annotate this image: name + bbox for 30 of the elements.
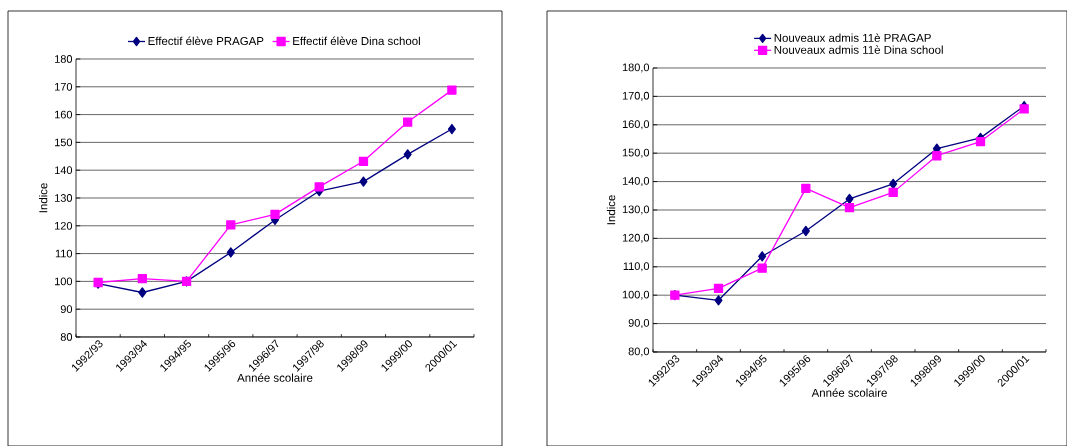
y-tick-label: 110,0 — [623, 262, 650, 272]
y-tick-label: 80,0 — [628, 347, 650, 357]
legend-label: Effectif élève Dina school — [293, 36, 420, 46]
y-tick-label: 100 — [55, 277, 73, 286]
y-tick-label: 150,0 — [622, 148, 650, 158]
y-tick-label: 160,0 — [622, 120, 650, 130]
y-tick-label: 130,0 — [622, 205, 650, 215]
y-tick-label: 160 — [55, 110, 73, 119]
y-tick-label: 140,0 — [622, 177, 650, 187]
legend-label: Nouveaux admis 11è Dina school — [774, 45, 943, 54]
y-tick-label: 110 — [55, 249, 73, 258]
y-tick-label: 90 — [60, 305, 73, 314]
y-tick-label: 100,0 — [622, 290, 650, 300]
x-axis-title: Année scolaire — [811, 388, 887, 397]
y-axis-title: Indice — [606, 195, 616, 225]
y-tick-label: 140 — [55, 166, 73, 175]
y-axis-title: Indice — [38, 183, 48, 213]
y-tick-label: 170 — [55, 82, 73, 91]
legend-label: Effectif élève PRAGAP — [148, 36, 264, 46]
y-tick-label: 80 — [60, 333, 73, 341]
y-tick-label: 130 — [55, 194, 73, 202]
x-axis-title: Année scolaire — [237, 373, 313, 382]
y-tick-label: 120 — [55, 221, 73, 230]
y-tick-label: 180 — [55, 55, 73, 63]
y-tick-label: 120,0 — [622, 233, 650, 243]
y-tick-label: 180,0 — [622, 63, 650, 73]
y-tick-label: 150 — [55, 138, 73, 147]
y-tick-label: 170,0 — [622, 91, 650, 101]
legend-label: Nouveaux admis 11è PRAGAP — [774, 33, 931, 42]
y-tick-label: 90,0 — [628, 319, 650, 329]
